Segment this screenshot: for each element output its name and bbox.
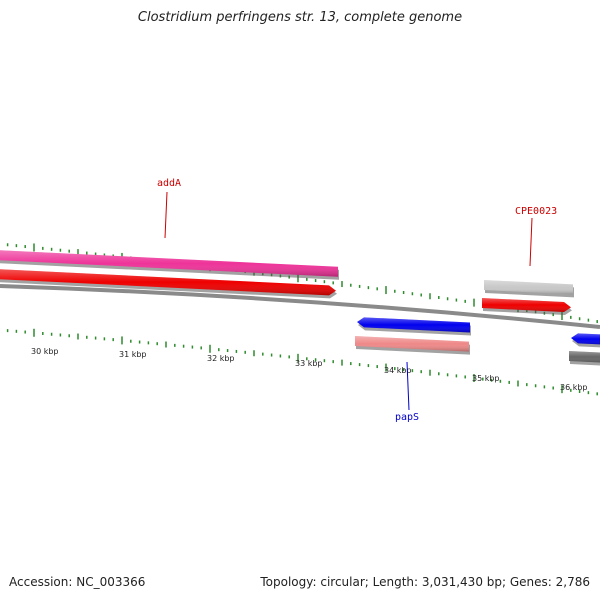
gene-arrow-highlight	[0, 250, 338, 277]
tick-label: 35 kbp	[472, 374, 500, 383]
gene-labels-layer: addA CPE0023 papS	[157, 178, 557, 423]
gene-arrow-highlight	[571, 333, 600, 345]
tick-label: 32 kbp	[207, 354, 235, 363]
gene-label: addA	[157, 178, 181, 189]
genes-layer	[0, 250, 600, 366]
tick-label: 33 kbp	[295, 359, 323, 368]
genome-summary: Topology: circular; Length: 3,031,430 bp…	[260, 575, 590, 589]
tick-marks-layer: 30 kbp 31 kbp 32 kbp 33 kbp 34 kbp 35 kbp 36 k…	[6, 243, 598, 396]
gene-label: CPE0023	[515, 206, 557, 217]
gene-arrow-highlight	[0, 269, 336, 296]
gene-arrow-highlight	[355, 336, 469, 352]
gene-leader-line	[529, 217, 533, 267]
map-title: Clostridium perfringens str. 13, complet…	[137, 10, 463, 25]
accession-label: Accession: NC_003366	[9, 575, 146, 589]
genome-backbone	[0, 284, 600, 329]
tick-label: 36 kbp	[560, 383, 588, 392]
gene-arrow-highlight	[482, 298, 571, 313]
gene-leader-line	[164, 191, 168, 239]
gene-arrow-highlight	[484, 280, 573, 295]
gene-label: papS	[395, 412, 419, 423]
gene-leader-line	[406, 361, 410, 411]
tick-label: 31 kbp	[119, 350, 147, 359]
gene-arrow-highlight	[357, 317, 470, 333]
tick-label: 34 kbp	[384, 366, 412, 375]
gene-arrow-highlight	[569, 351, 600, 363]
tick-label: 30 kbp	[31, 347, 59, 356]
